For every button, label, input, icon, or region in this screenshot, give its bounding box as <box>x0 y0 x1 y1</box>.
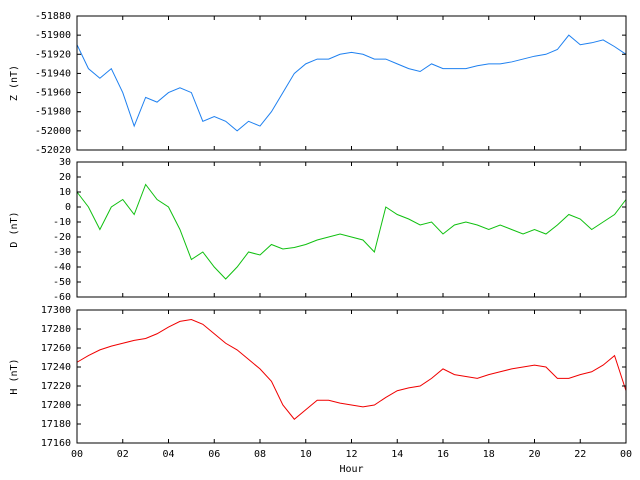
y-tick-label: -50 <box>53 277 71 288</box>
y-tick-label: 17280 <box>41 324 71 335</box>
x-tick-label: 18 <box>483 449 495 460</box>
x-axis-label: Hour <box>339 464 363 475</box>
y-tick-label: -20 <box>53 232 71 243</box>
x-tick-label: 22 <box>574 449 586 460</box>
y-tick-label: -60 <box>53 292 71 303</box>
y-tick-label: -10 <box>53 217 71 228</box>
y-tick-label: -30 <box>53 247 71 258</box>
y-axis-label: H (nT) <box>9 358 20 394</box>
y-axis-label: Z (nT) <box>9 65 20 101</box>
x-tick-label: 04 <box>162 449 174 460</box>
x-tick-label: 10 <box>300 449 312 460</box>
y-tick-label: 17300 <box>41 305 71 316</box>
y-tick-label: 17200 <box>41 400 71 411</box>
y-tick-label: 0 <box>65 202 71 213</box>
x-tick-label: 08 <box>254 449 266 460</box>
y-tick-label: 10 <box>59 187 71 198</box>
y-tick-label: 30 <box>59 157 71 168</box>
y-tick-label: 17220 <box>41 381 71 392</box>
y-tick-label: -51880 <box>35 11 71 22</box>
x-tick-label: 06 <box>208 449 220 460</box>
plot-frame <box>76 161 627 298</box>
y-tick-label: -51900 <box>35 30 71 41</box>
x-tick-label: 20 <box>528 449 540 460</box>
x-tick-label: 00 <box>620 449 632 460</box>
data-line <box>76 183 627 280</box>
y-tick-label: -51940 <box>35 68 71 79</box>
y-tick-label: -51980 <box>35 107 71 118</box>
plot-frame <box>76 309 627 444</box>
y-tick-label: -40 <box>53 262 71 273</box>
data-line <box>76 34 627 132</box>
y-tick-label: -51920 <box>35 49 71 60</box>
y-tick-label: -52000 <box>35 126 71 137</box>
y-tick-label: 17240 <box>41 362 71 373</box>
x-tick-label: 14 <box>391 449 403 460</box>
y-tick-label: -52020 <box>35 145 71 156</box>
y-tick-label: 17160 <box>41 438 71 449</box>
x-tick-label: 00 <box>71 449 83 460</box>
y-tick-label: 17260 <box>41 343 71 354</box>
y-tick-label: -51960 <box>35 88 71 99</box>
y-tick-label: 17180 <box>41 419 71 430</box>
y-axis-label: D (nT) <box>9 211 20 247</box>
x-tick-label: 12 <box>345 449 357 460</box>
plot-frame <box>76 15 627 151</box>
data-line <box>76 318 627 420</box>
y-tick-label: 20 <box>59 172 71 183</box>
x-tick-label: 02 <box>117 449 129 460</box>
x-tick-label: 16 <box>437 449 449 460</box>
